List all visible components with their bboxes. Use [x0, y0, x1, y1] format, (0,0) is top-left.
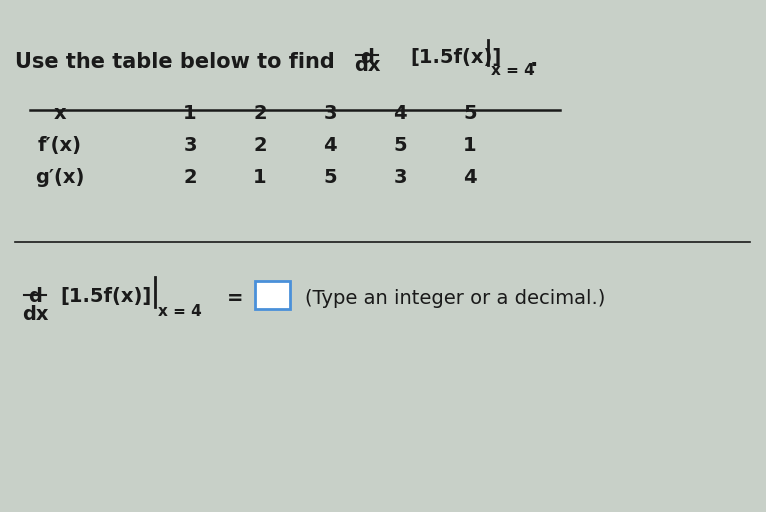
Text: g′(x): g′(x): [35, 168, 85, 187]
Text: x = 4: x = 4: [158, 304, 201, 319]
Text: 2: 2: [183, 168, 197, 187]
Text: 2: 2: [254, 104, 267, 123]
Text: 4: 4: [393, 104, 407, 123]
Text: .: .: [530, 50, 538, 70]
Text: 4: 4: [463, 168, 476, 187]
Text: 5: 5: [463, 104, 476, 123]
Text: 2: 2: [254, 136, 267, 155]
Text: [1.5f(x)]: [1.5f(x)]: [410, 48, 501, 67]
Text: d: d: [360, 48, 374, 67]
Text: 3: 3: [393, 168, 407, 187]
Text: 1: 1: [183, 104, 197, 123]
Text: 4: 4: [323, 136, 337, 155]
Text: 1: 1: [254, 168, 267, 187]
Text: x = 4: x = 4: [491, 63, 535, 78]
Text: 5: 5: [323, 168, 337, 187]
Text: Use the table below to find: Use the table below to find: [15, 52, 335, 72]
Text: 3: 3: [183, 136, 197, 155]
Text: [1.5f(x)]: [1.5f(x)]: [60, 287, 151, 306]
Text: 5: 5: [393, 136, 407, 155]
Text: =: =: [227, 289, 244, 308]
Text: f′(x): f′(x): [38, 136, 82, 155]
Text: x: x: [54, 104, 67, 123]
Text: d: d: [28, 287, 42, 306]
FancyBboxPatch shape: [255, 281, 290, 309]
Text: 3: 3: [323, 104, 337, 123]
Text: dx: dx: [21, 305, 48, 324]
Text: (Type an integer or a decimal.): (Type an integer or a decimal.): [305, 289, 605, 308]
Text: dx: dx: [354, 56, 380, 75]
Text: 1: 1: [463, 136, 476, 155]
